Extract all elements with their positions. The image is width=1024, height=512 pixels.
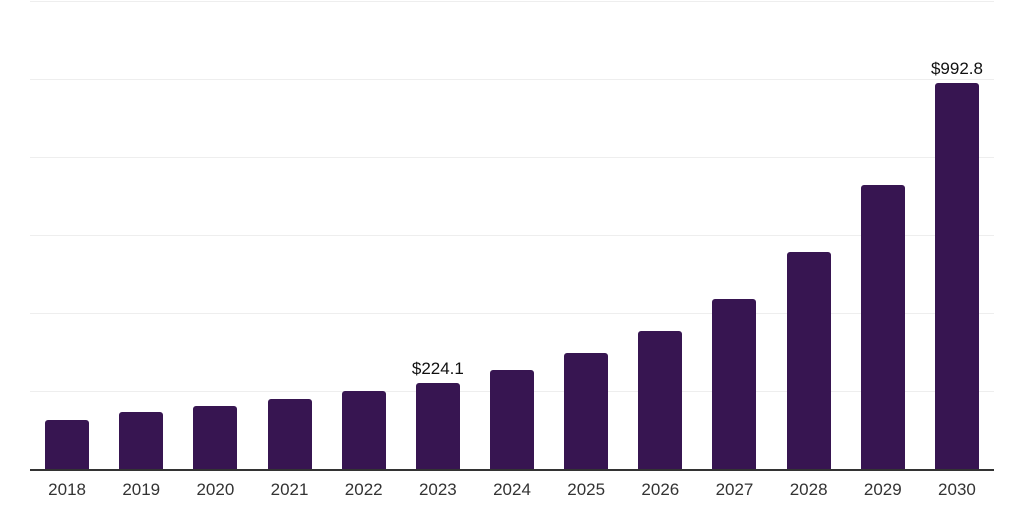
bar-2030 — [934, 82, 979, 470]
x-axis-label-2030: 2030 — [938, 480, 976, 499]
x-axis-tick-labels: 2018 2019 2020 2021 2022 2023 2024 2025 2026 2027… — [30, 480, 994, 500]
gridline — [30, 235, 994, 236]
x-axis-label-2022: 2022 — [344, 480, 383, 499]
bar-2025 — [564, 353, 609, 470]
x-axis-label-2028: 2028 — [789, 480, 828, 499]
bar-value-label-2023: $224.1 — [411, 358, 464, 378]
x-axis-label-2029: 2029 — [863, 480, 902, 499]
x-axis-label-2026: 2026 — [641, 480, 680, 499]
gridline — [30, 79, 994, 80]
bar-slot — [252, 2, 326, 470]
bar-2021 — [267, 399, 312, 470]
x-axis-label-2019: 2019 — [122, 480, 161, 499]
bar-slot — [697, 2, 771, 470]
x-axis-label-2023: 2023 — [418, 480, 457, 499]
bar-slot — [30, 2, 104, 470]
x-axis-label-2025: 2025 — [567, 480, 606, 499]
bars-row: $224.1 $992.8 — [30, 2, 994, 470]
bar-2023 — [415, 382, 460, 470]
bar-2024 — [490, 369, 535, 470]
bar-2022 — [341, 391, 386, 470]
bar-2026 — [638, 330, 683, 470]
bar-slot — [549, 2, 623, 470]
bar-slot: $992.8 — [920, 2, 994, 470]
bar-slot — [475, 2, 549, 470]
x-axis-line — [30, 469, 994, 471]
gridline — [30, 157, 994, 158]
gridline — [30, 1, 994, 2]
bar-slot — [178, 2, 252, 470]
bar-slot — [104, 2, 178, 470]
gridline — [30, 313, 994, 314]
bar-2020 — [193, 405, 238, 470]
bar-2019 — [119, 411, 164, 470]
bar-2028 — [786, 252, 831, 470]
bar-slot — [327, 2, 401, 470]
bar-slot — [623, 2, 697, 470]
x-axis-label-2020: 2020 — [196, 480, 235, 499]
bar-slot — [846, 2, 920, 470]
plot-area: $224.1 $992.8 — [30, 1, 994, 471]
bar-2018 — [45, 420, 90, 470]
x-axis-label-2027: 2027 — [715, 480, 754, 499]
bar-slot — [772, 2, 846, 470]
x-axis-label-2018: 2018 — [48, 480, 86, 499]
x-axis-label-2024: 2024 — [493, 480, 531, 499]
x-axis-label-2021: 2021 — [270, 480, 309, 499]
bar-value-label-2030: $992.8 — [930, 58, 983, 78]
bar-2029 — [860, 184, 905, 470]
bar-2027 — [712, 298, 757, 470]
bar-slot: $224.1 — [401, 2, 475, 470]
